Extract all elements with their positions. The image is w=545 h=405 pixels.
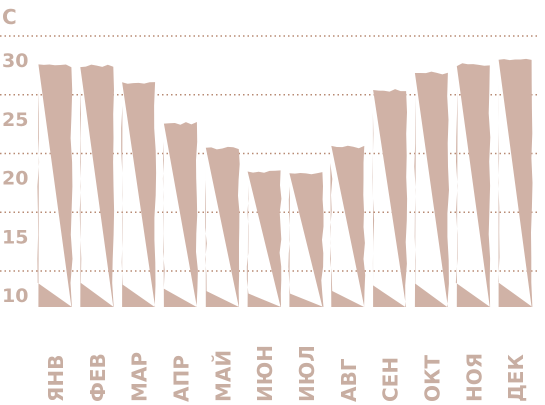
month-label: ИЮЛ	[295, 345, 319, 402]
bar-4	[162, 122, 198, 307]
x-label-layer: ЯНВ ФЕВ МАР АПР МАЙ ИЮН ИЮЛ АВГ СЕН ОКТ НОЯ ДЕК	[44, 345, 528, 402]
month-label: МАЙ	[211, 350, 235, 402]
bar-8	[330, 145, 366, 307]
month-label: МАР	[128, 352, 152, 402]
bar-11	[455, 63, 491, 307]
bar-10	[414, 71, 449, 307]
bar-7	[288, 172, 324, 307]
month-label: НОЯ	[462, 353, 486, 402]
y-tick-label: 25	[2, 109, 28, 131]
month-label: ИЮН	[253, 345, 277, 402]
y-tick-layer: 10 15 20 25 30	[2, 50, 28, 307]
bar-9	[372, 89, 408, 307]
unit-label: С	[2, 5, 17, 29]
bar-6	[246, 170, 282, 307]
month-label: ЯНВ	[44, 355, 68, 402]
bar-5	[205, 146, 240, 307]
bar-3	[121, 82, 157, 307]
bar-1	[37, 64, 73, 308]
month-label: АПР	[169, 355, 193, 402]
y-tick-label: 30	[2, 50, 28, 72]
bar-2	[79, 64, 115, 307]
bar-12	[498, 58, 533, 308]
month-label: АВГ	[337, 358, 361, 402]
month-label: ДЕК	[504, 354, 528, 402]
month-label: СЕН	[379, 357, 403, 402]
y-tick-label: 20	[2, 168, 28, 190]
month-label: ОКТ	[420, 355, 444, 402]
month-label: ФЕВ	[86, 353, 110, 402]
y-tick-label: 15	[2, 226, 28, 248]
bar-layer	[37, 58, 533, 308]
y-tick-label: 10	[2, 285, 28, 307]
